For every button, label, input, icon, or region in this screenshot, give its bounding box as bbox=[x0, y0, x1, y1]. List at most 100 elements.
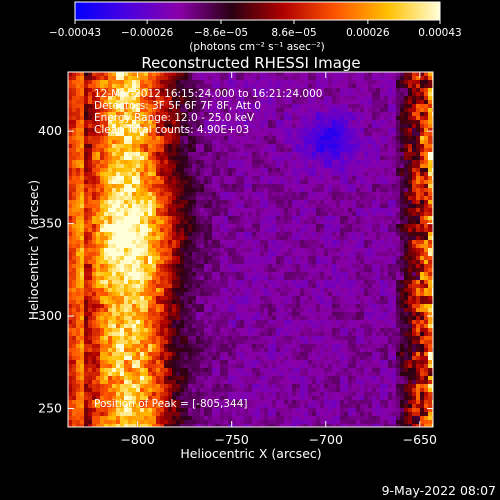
heatmap-cell bbox=[144, 200, 149, 205]
heatmap-cell bbox=[72, 280, 77, 285]
heatmap-cell bbox=[92, 104, 97, 109]
heatmap-cell bbox=[428, 280, 433, 285]
heatmap-cell bbox=[208, 160, 213, 165]
heatmap-cell bbox=[168, 248, 173, 253]
heatmap-cell bbox=[412, 108, 417, 113]
heatmap-cell bbox=[212, 76, 217, 81]
heatmap-cell bbox=[376, 196, 381, 201]
heatmap-cell bbox=[88, 88, 93, 93]
heatmap-cell bbox=[256, 84, 261, 89]
heatmap-cell bbox=[332, 188, 337, 193]
heatmap-cell bbox=[288, 120, 293, 125]
heatmap-cell bbox=[120, 176, 125, 181]
heatmap-cell bbox=[400, 92, 405, 97]
heatmap-cell bbox=[148, 176, 153, 181]
heatmap-cell bbox=[212, 212, 217, 217]
heatmap-cell bbox=[396, 280, 401, 285]
heatmap-cell bbox=[316, 264, 321, 269]
heatmap-cell bbox=[308, 160, 313, 165]
heatmap-cell bbox=[228, 280, 233, 285]
heatmap-cell bbox=[376, 212, 381, 217]
heatmap-cell bbox=[228, 124, 233, 129]
heatmap-cell bbox=[172, 128, 177, 133]
heatmap-cell bbox=[152, 160, 157, 165]
heatmap-cell bbox=[96, 268, 101, 273]
heatmap-cell bbox=[116, 276, 121, 281]
heatmap-cell bbox=[296, 264, 301, 269]
heatmap-cell bbox=[204, 144, 209, 149]
heatmap-cell bbox=[348, 108, 353, 113]
heatmap-cell bbox=[244, 84, 249, 89]
heatmap-cell bbox=[420, 168, 425, 173]
heatmap-cell bbox=[428, 272, 433, 277]
heatmap-cell bbox=[92, 256, 97, 261]
heatmap-cell bbox=[188, 120, 193, 125]
heatmap-cell bbox=[72, 288, 77, 293]
heatmap-cell bbox=[76, 272, 81, 277]
heatmap-cell bbox=[100, 180, 105, 185]
heatmap-cell bbox=[96, 264, 101, 269]
heatmap-cell bbox=[160, 224, 165, 229]
heatmap-cell bbox=[76, 256, 81, 261]
heatmap-cell bbox=[348, 216, 353, 221]
heatmap-cell bbox=[380, 132, 385, 137]
heatmap-cell bbox=[280, 280, 285, 285]
heatmap-cell bbox=[240, 104, 245, 109]
heatmap-cell bbox=[360, 120, 365, 125]
heatmap-cell bbox=[156, 160, 161, 165]
heatmap-cell bbox=[284, 216, 289, 221]
heatmap-cell bbox=[288, 244, 293, 249]
heatmap-cell bbox=[176, 160, 181, 165]
heatmap-cell bbox=[220, 136, 225, 141]
heatmap-cell bbox=[180, 136, 185, 141]
heatmap-cell bbox=[108, 84, 113, 89]
heatmap-cell bbox=[136, 276, 141, 281]
heatmap-cell bbox=[188, 136, 193, 141]
heatmap-cell bbox=[152, 272, 157, 277]
heatmap-cell bbox=[84, 220, 89, 225]
heatmap-cell bbox=[196, 260, 201, 265]
heatmap-cell bbox=[304, 200, 309, 205]
heatmap-cell bbox=[92, 224, 97, 229]
heatmap-cell bbox=[168, 76, 173, 81]
heatmap-cell bbox=[96, 236, 101, 241]
heatmap-cell bbox=[124, 172, 129, 177]
heatmap-cell bbox=[240, 208, 245, 213]
heatmap-cell bbox=[108, 288, 113, 293]
heatmap-cell bbox=[204, 92, 209, 97]
heatmap-cell bbox=[112, 204, 117, 209]
heatmap-cell bbox=[428, 140, 433, 145]
heatmap-cell bbox=[132, 156, 137, 161]
heatmap-cell bbox=[204, 84, 209, 89]
heatmap-cell bbox=[148, 128, 153, 133]
heatmap-cell bbox=[392, 232, 397, 237]
heatmap-cell bbox=[160, 232, 165, 237]
heatmap-cell bbox=[92, 92, 97, 97]
heatmap-cell bbox=[348, 80, 353, 85]
heatmap-cell bbox=[144, 148, 149, 153]
heatmap-cell bbox=[292, 260, 297, 265]
heatmap-cell bbox=[232, 148, 237, 153]
heatmap-cell bbox=[396, 284, 401, 289]
heatmap-cell bbox=[136, 204, 141, 209]
heatmap-cell bbox=[236, 232, 241, 237]
heatmap-cell bbox=[404, 240, 409, 245]
heatmap-cell bbox=[344, 240, 349, 245]
heatmap-cell bbox=[408, 72, 413, 77]
heatmap-cell bbox=[264, 76, 269, 81]
heatmap-cell bbox=[144, 268, 149, 273]
heatmap-cell bbox=[68, 160, 73, 165]
heatmap-cell bbox=[420, 204, 425, 209]
heatmap-cell bbox=[124, 84, 129, 89]
heatmap-cell bbox=[392, 256, 397, 261]
heatmap-cell bbox=[172, 148, 177, 153]
heatmap-cell bbox=[96, 188, 101, 193]
heatmap-cell bbox=[312, 124, 317, 129]
heatmap-cell bbox=[252, 112, 257, 117]
heatmap-cell bbox=[400, 80, 405, 85]
heatmap-cell bbox=[72, 92, 77, 97]
heatmap-cell bbox=[228, 224, 233, 229]
heatmap-cell bbox=[116, 156, 121, 161]
heatmap-cell bbox=[248, 236, 253, 241]
heatmap-cell bbox=[212, 72, 217, 77]
